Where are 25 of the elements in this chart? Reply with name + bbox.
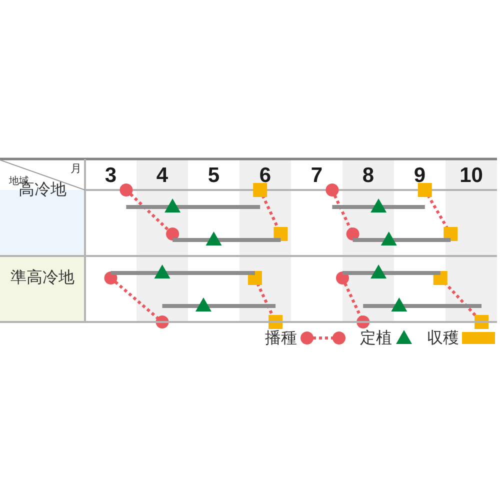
legend-label: 定植 <box>360 328 392 348</box>
x-tick-label: 5 <box>208 164 220 187</box>
legend-label: 収穫 <box>427 328 459 348</box>
x-tick-label: 7 <box>310 164 323 187</box>
bar <box>363 304 482 308</box>
bar <box>110 271 255 275</box>
point <box>253 183 268 197</box>
x-tick-label: 9 <box>414 164 426 187</box>
x-tick-label: 3 <box>104 164 117 187</box>
point <box>418 183 432 197</box>
point <box>346 228 360 240</box>
bar <box>162 304 276 308</box>
x-tick-label: 8 <box>362 164 374 187</box>
y-tick-label: 準高冷地 <box>10 268 74 286</box>
legend-label: 播種 <box>265 328 297 348</box>
x-tick-label: 10 <box>460 164 483 187</box>
point <box>326 184 339 196</box>
x-axis-title: 月 <box>70 163 82 175</box>
point <box>120 184 133 196</box>
x-tick-label: 4 <box>156 164 168 187</box>
x-tick-label: 6 <box>259 164 272 187</box>
point <box>166 228 180 240</box>
bar <box>352 238 451 242</box>
bar <box>172 238 281 242</box>
bar <box>126 205 260 209</box>
